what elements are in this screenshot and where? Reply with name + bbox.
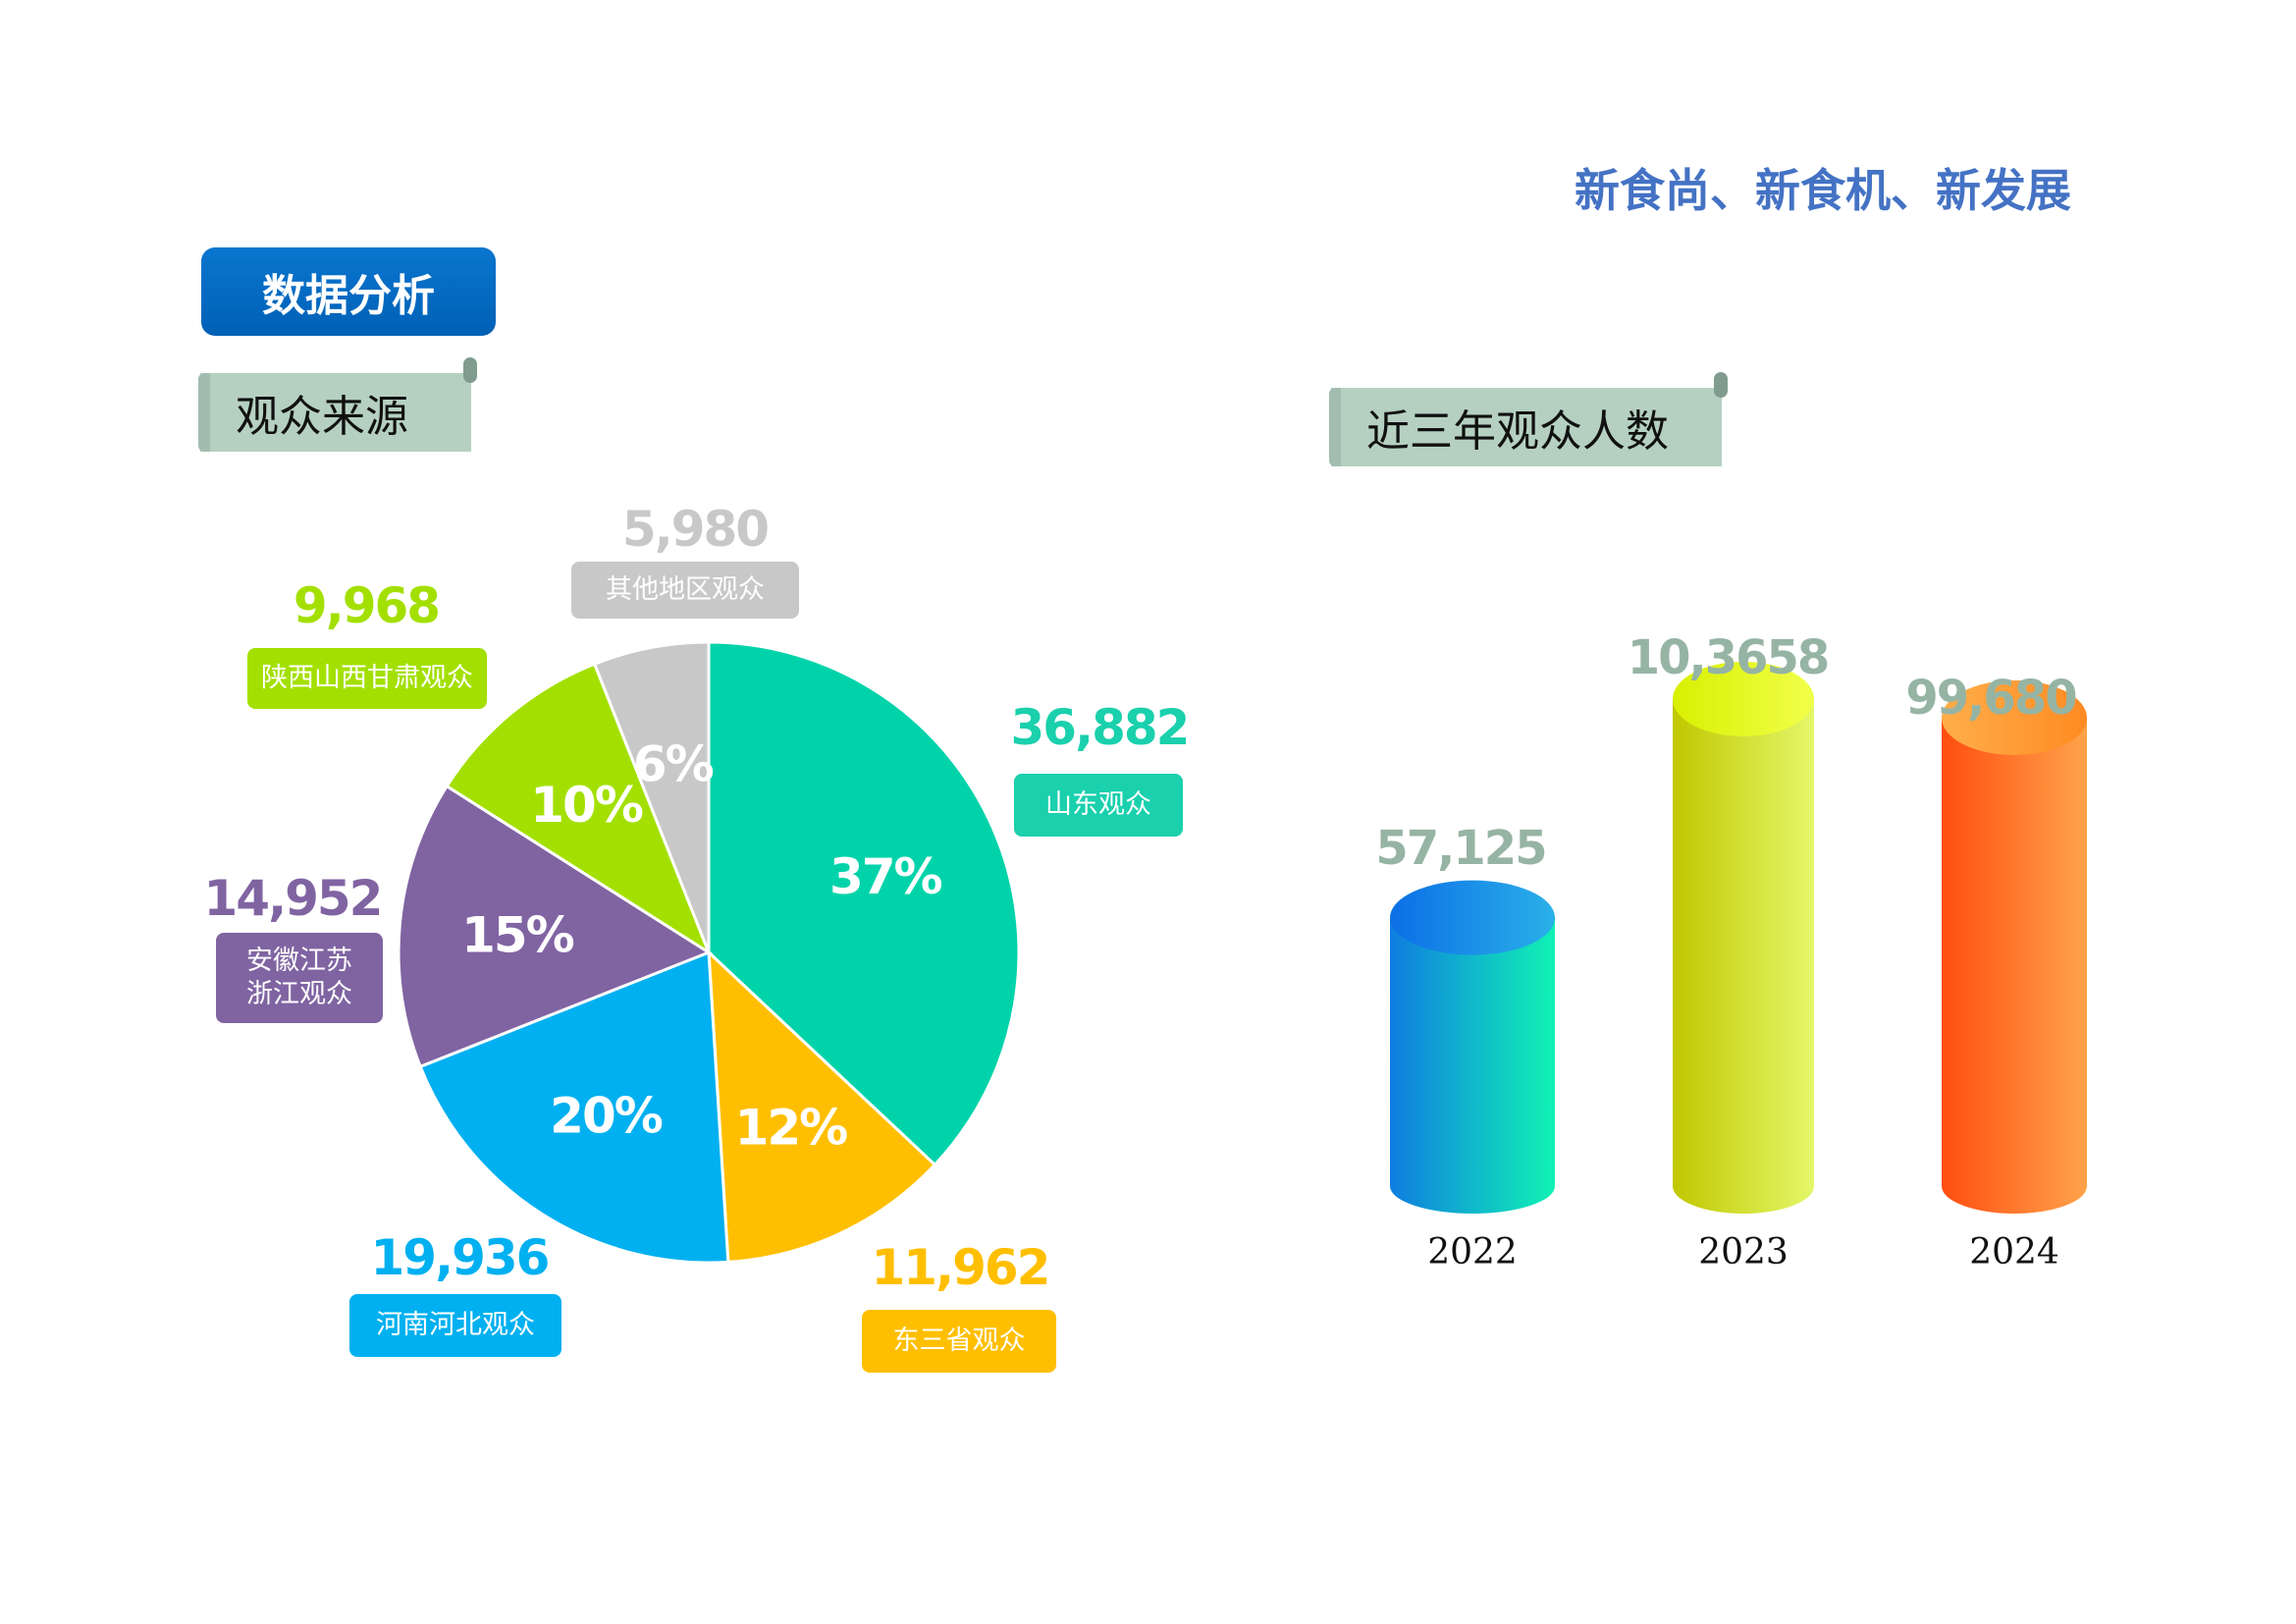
bar-category-2023: 2023: [1698, 1232, 1789, 1272]
bar-value-2022: 57,125: [1375, 821, 1547, 876]
pie-slice-anhui-jiangsu-zhejiang: [397, 784, 713, 1069]
pie-slice-shandong: [707, 640, 1021, 1167]
bar-category-2024: 2024: [1969, 1232, 2059, 1272]
pie-section-title: 观众来源: [236, 392, 408, 442]
pie-section-ribbon: 观众来源: [198, 357, 477, 452]
pie-slice-shaanxi-shanxi-gansu: [445, 662, 713, 956]
tagline: 新食尚、新食机、新发展: [1575, 164, 2071, 217]
pie-slice-henan-hebei: [418, 949, 730, 1265]
slice-value-shandong: 36,882: [1010, 699, 1191, 756]
pie-slice-northeast: [707, 948, 937, 1264]
bar-cylinder-2022: [1390, 917, 1555, 1214]
slice-label-shandong: 山东观众: [1014, 774, 1183, 837]
slice-label-anhui-jiangsu-zhejiang: 安徽江苏 浙江观众: [216, 933, 383, 1023]
section-title-button[interactable]: 数据分析: [201, 247, 496, 336]
bar-cap-2022: [1390, 880, 1555, 955]
pie-percent-other: 6%: [633, 736, 714, 793]
pie-percent-shandong: 37%: [829, 848, 942, 905]
bar-cylinder-2024: [1942, 718, 2087, 1214]
bar-cylinder-2023: [1673, 699, 1814, 1214]
bar-category-2022: 2022: [1427, 1232, 1518, 1272]
slice-value-other: 5,980: [621, 501, 770, 558]
bar-cap-2023: [1673, 662, 1814, 736]
slice-label-other: 其他地区观众: [571, 562, 799, 619]
pie-percent-henan-hebei: 20%: [550, 1087, 663, 1144]
slice-value-henan-hebei: 19,936: [370, 1229, 551, 1286]
slice-label-shaanxi-shanxi-gansu: 陕西山西甘肃观众: [247, 648, 487, 709]
slice-label-henan-hebei: 河南河北观众: [349, 1294, 561, 1357]
pie-percent-northeast: 12%: [735, 1099, 848, 1156]
pie-slice-other: [592, 640, 711, 953]
bar-value-2024: 99,680: [1905, 671, 2077, 726]
bar-value-2023: 10,3658: [1627, 630, 1831, 685]
bar-section-ribbon: 近三年观众人数: [1329, 372, 1728, 466]
pie-percent-shaanxi-shanxi-gansu: 10%: [530, 777, 643, 834]
pie-percent-anhui-jiangsu-zhejiang: 15%: [461, 907, 574, 964]
slice-value-northeast: 11,962: [871, 1239, 1051, 1296]
bar-section-title: 近三年观众人数: [1366, 406, 1669, 457]
slice-label-northeast: 东三省观众: [862, 1310, 1056, 1373]
slice-value-anhui-jiangsu-zhejiang: 14,952: [203, 870, 384, 927]
bar-cap-2024: [1942, 680, 2087, 756]
slice-value-shaanxi-shanxi-gansu: 9,968: [293, 577, 441, 634]
